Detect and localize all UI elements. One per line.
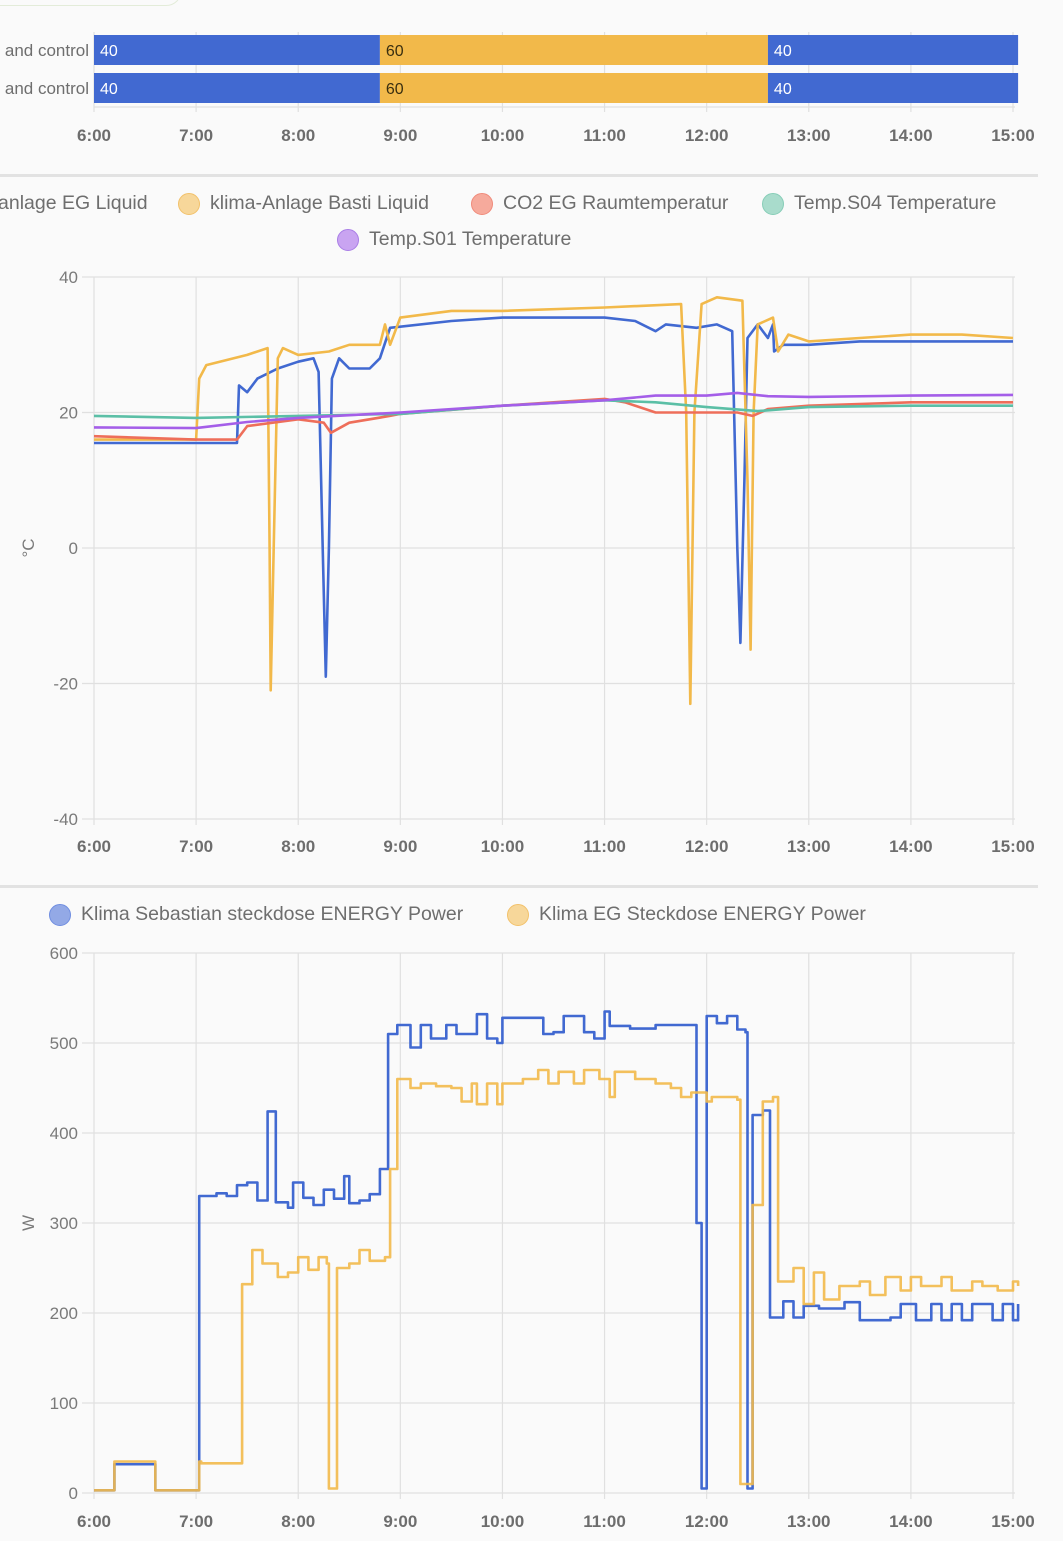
x-tick-label: 7:00 — [179, 126, 213, 145]
series-line-yellow — [94, 296, 1014, 706]
temperature-chart: 40 20 0 -20 -40 6:00 7:00 8:00 9:00 10:00 11:00 12:… — [19, 268, 1035, 856]
x-tick-label: 9:00 — [383, 1512, 417, 1531]
x-tick-label: 12:00 — [685, 126, 728, 145]
y-tick-label: -40 — [53, 810, 78, 829]
y-tick-label: 200 — [50, 1304, 78, 1323]
timeline-segment — [767, 35, 1019, 65]
y-tick-label: 300 — [50, 1214, 78, 1233]
x-tick-label: 11:00 — [583, 837, 626, 856]
x-tick-label: 10:00 — [481, 1512, 524, 1531]
y-tick-label: -20 — [53, 675, 78, 694]
x-tick-label: 9:00 — [383, 126, 417, 145]
x-tick-label: 14:00 — [889, 1512, 932, 1531]
x-tick-label: 14:00 — [889, 837, 932, 856]
series-line-teal — [93, 399, 1013, 420]
y-tick-label: 0 — [69, 1484, 78, 1503]
x-tick-label: 15:00 — [991, 1512, 1034, 1531]
timeline-segment — [94, 73, 380, 103]
series-line-purple — [93, 391, 1014, 430]
legend-label: Klima Sebastian steckdose ENERGY Power — [81, 903, 464, 925]
legend-color-dot-icon — [471, 192, 493, 215]
legend-item-anlage-eg-liquid[interactable]: anlage EG Liquid — [0, 192, 148, 215]
x-tick-label: 13:00 — [787, 1512, 830, 1531]
series-line-blue — [94, 316, 1013, 678]
y-tick-label: 40 — [59, 268, 78, 287]
x-tick-label: 8:00 — [281, 837, 315, 856]
y-tick-label: 500 — [50, 1034, 78, 1053]
y-tick-label: 400 — [50, 1124, 78, 1143]
legend-label: Temp.S01 Temperature — [369, 228, 572, 250]
y-tick-label: 600 — [50, 944, 78, 963]
legend-item-klima-sebastian-power[interactable]: Klima Sebastian steckdose ENERGY Power — [49, 903, 463, 926]
legend-color-dot-icon — [337, 228, 359, 251]
x-tick-label: 13:00 — [787, 126, 830, 145]
power-chart: 600 500 400 300 200 100 0 6:00 7:00 8:00 9:00 10:00… — [19, 944, 1035, 1531]
legend-item-klima-anlage-basti-liquid[interactable]: klima-Anlage Basti Liquid — [178, 192, 429, 215]
x-tick-label: 8:00 — [281, 126, 315, 145]
x-tick-label: 15:00 — [991, 126, 1034, 145]
segment-value-label: 40 — [100, 43, 118, 60]
y-axis-label: °C — [19, 538, 38, 557]
legend-color-dot-icon — [49, 903, 71, 926]
timeline-segment — [379, 35, 768, 65]
y-axis-label: W — [19, 1215, 38, 1231]
legend-item-temp-s04[interactable]: Temp.S04 Temperature — [762, 192, 996, 215]
legend-label: klima-Anlage Basti Liquid — [210, 192, 429, 214]
y-tick-label: 100 — [50, 1394, 78, 1413]
legend-item-temp-s01[interactable]: Temp.S01 Temperature — [337, 228, 571, 251]
row-label: and control — [5, 79, 89, 98]
x-tick-label: 14:00 — [889, 126, 932, 145]
x-tick-label: 15:00 — [991, 837, 1034, 856]
x-tick-label: 6:00 — [77, 837, 111, 856]
segment-value-label: 40 — [100, 81, 118, 98]
x-tick-label: 12:00 — [685, 1512, 728, 1531]
row-label: and control — [5, 41, 89, 60]
x-tick-label: 10:00 — [481, 126, 524, 145]
legend-color-dot-icon — [762, 192, 784, 215]
x-tick-label: 13:00 — [787, 837, 830, 856]
timeline-chart: 6:00 7:00 8:00 9:00 10:00 11:00 12:00 13:00 14:0… — [5, 32, 1035, 145]
legend-item-klima-eg-power[interactable]: Klima EG Steckdose ENERGY Power — [507, 903, 866, 926]
y-tick-label: 20 — [59, 404, 78, 423]
x-tick-label: 10:00 — [481, 837, 524, 856]
x-tick-label: 9:00 — [383, 837, 417, 856]
x-tick-label: 7:00 — [179, 837, 213, 856]
legend-label: Klima EG Steckdose ENERGY Power — [539, 903, 866, 925]
x-tick-label: 11:00 — [583, 1512, 626, 1531]
x-tick-label: 11:00 — [583, 126, 626, 145]
legend-label: Temp.S04 Temperature — [794, 192, 997, 214]
timeline-segment — [379, 73, 768, 103]
series-line-yellow — [94, 1068, 1020, 1492]
legend-item-co2-eg-raumtemperatur[interactable]: CO2 EG Raumtemperatur — [471, 192, 728, 215]
y-tick-label: 0 — [69, 539, 78, 558]
legend-label: CO2 EG Raumtemperatur — [503, 192, 729, 214]
legend-label: anlage EG Liquid — [0, 192, 148, 214]
timeline-segment — [767, 73, 1019, 103]
series-line-blue — [94, 1010, 1020, 1492]
x-tick-label: 12:00 — [685, 837, 728, 856]
legend-color-dot-icon — [178, 192, 200, 215]
x-tick-label: 7:00 — [179, 1512, 213, 1531]
segment-value-label: 60 — [386, 43, 404, 60]
x-tick-label: 6:00 — [77, 126, 111, 145]
x-tick-label: 6:00 — [77, 1512, 111, 1531]
segment-value-label: 40 — [774, 81, 792, 98]
timeline-segment — [94, 35, 380, 65]
legend-color-dot-icon — [507, 903, 529, 926]
card-divider — [0, 174, 1038, 177]
x-tick-label: 8:00 — [281, 1512, 315, 1531]
segment-value-label: 40 — [774, 43, 792, 60]
segment-value-label: 60 — [386, 81, 404, 98]
card-divider — [0, 885, 1038, 888]
